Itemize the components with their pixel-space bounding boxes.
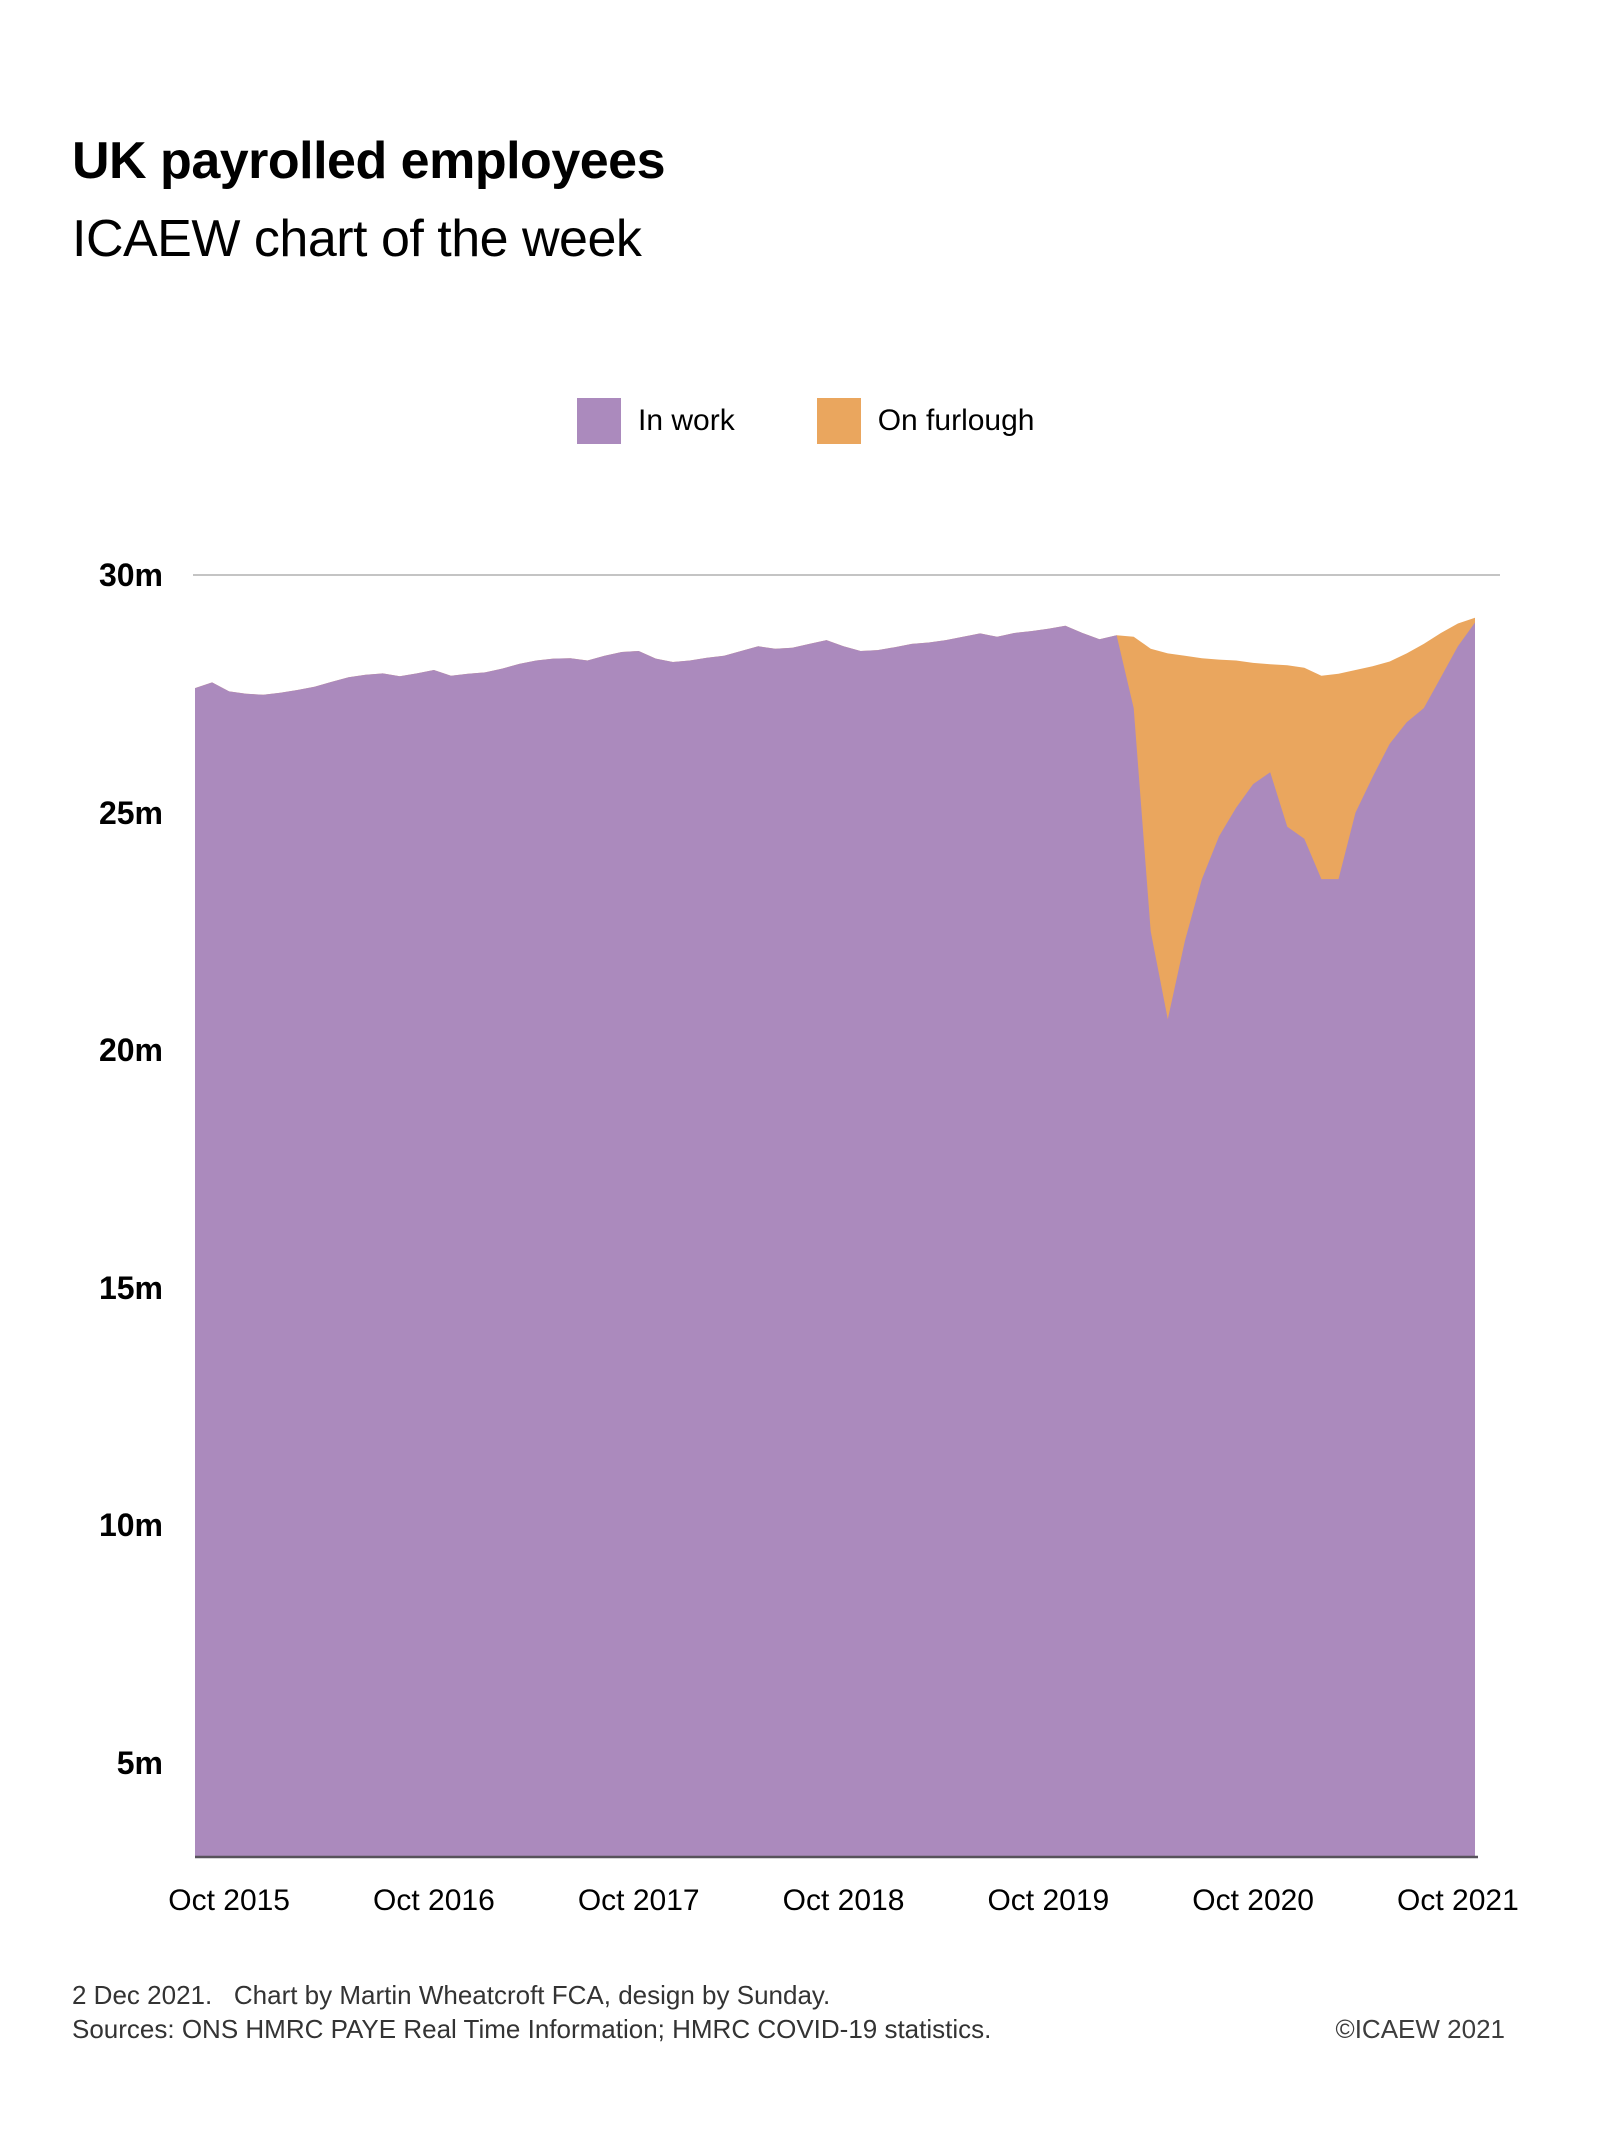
x-axis-label: Oct 2019 bbox=[987, 1884, 1110, 1917]
footer-date-credit: 2 Dec 2021. Chart by Martin Wheatcroft F… bbox=[72, 1980, 831, 2010]
x-axis-label: Oct 2021 bbox=[1397, 1884, 1519, 1917]
page-title: UK payrolled employees bbox=[72, 131, 666, 190]
x-axis-label: Oct 2017 bbox=[577, 1884, 700, 1917]
on-furlough-swatch bbox=[816, 398, 861, 444]
x-axis-label: Oct 2018 bbox=[782, 1884, 905, 1917]
y-axis-label: 5m bbox=[116, 1744, 163, 1781]
y-axis-label: 20m bbox=[98, 1032, 163, 1069]
legend-label-in-work: In work bbox=[638, 404, 735, 437]
page-subtitle: ICAEW chart of the week bbox=[72, 210, 642, 269]
legend-label-on-furlough: On furlough bbox=[877, 404, 1035, 437]
legend-item-on-furlough: On furlough bbox=[816, 398, 1035, 444]
x-axis-label: Oct 2016 bbox=[373, 1884, 495, 1917]
y-axis-label: 15m bbox=[98, 1269, 163, 1306]
in-work-swatch bbox=[577, 398, 621, 444]
area-in-work bbox=[195, 622, 1475, 1858]
legend-item-in-work: In work bbox=[577, 398, 735, 444]
y-axis-label: 25m bbox=[98, 794, 163, 831]
copyright: ©ICAEW 2021 bbox=[1335, 2014, 1505, 2044]
y-axis-label: 30m bbox=[98, 557, 163, 593]
x-axis-label: Oct 2020 bbox=[1192, 1884, 1314, 1917]
legend: In work On furlough bbox=[577, 398, 1034, 444]
x-axis-label: Oct 2015 bbox=[168, 1884, 290, 1917]
footer-sources: Sources: ONS HMRC PAYE Real Time Informa… bbox=[72, 2014, 992, 2044]
y-axis-label: 10m bbox=[98, 1507, 163, 1544]
